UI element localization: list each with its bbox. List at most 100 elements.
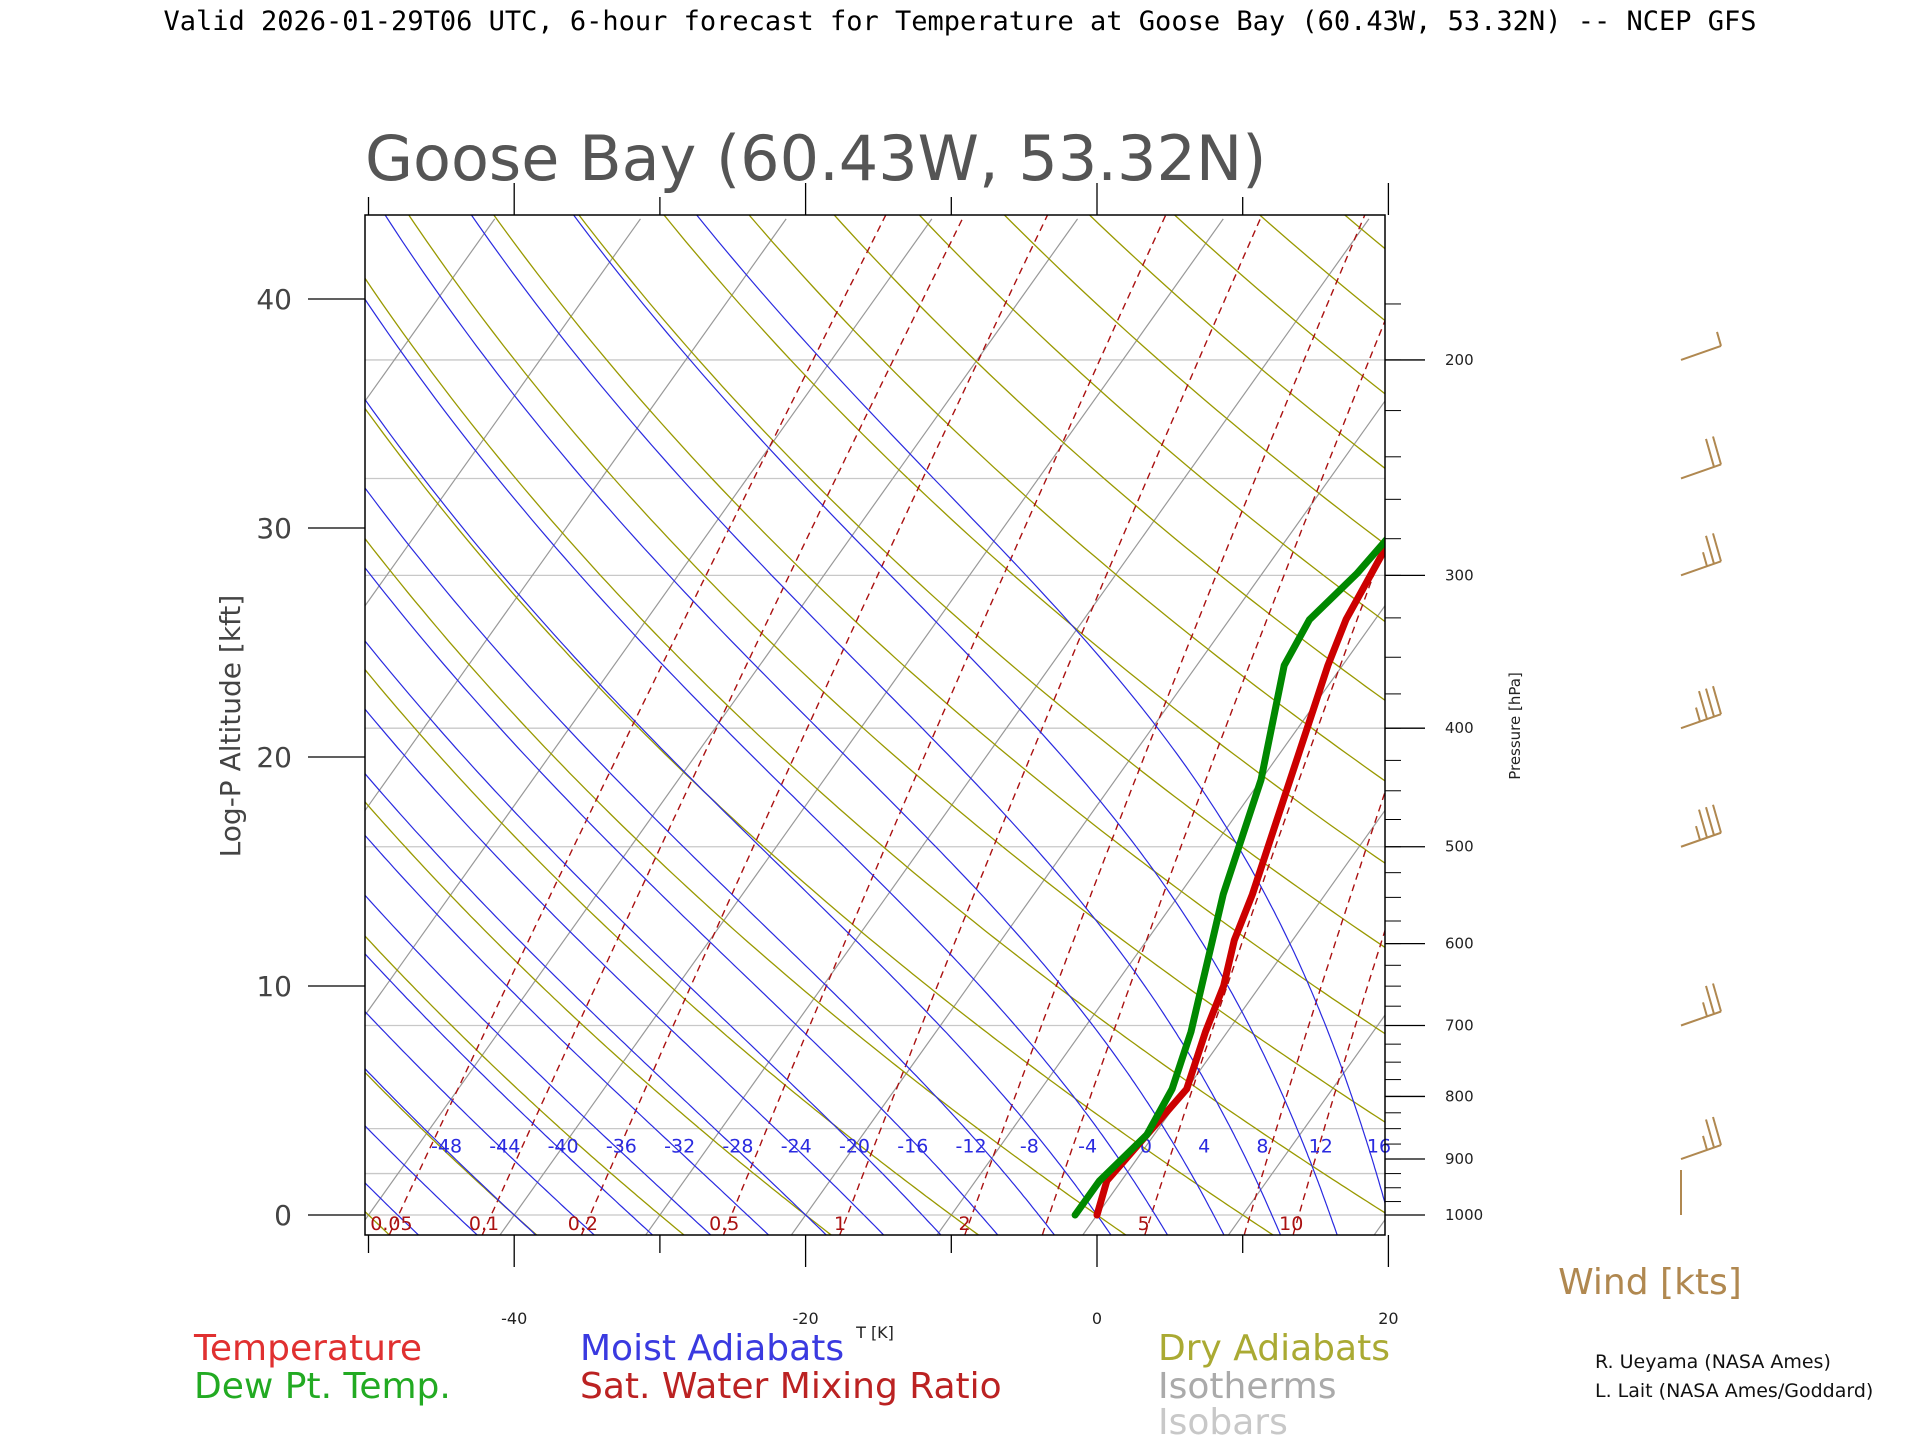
dry-adiabat-line [365, 537, 1127, 1235]
y-tick-label: 10 [256, 970, 292, 1003]
moist-adiabat-line [365, 398, 1112, 1235]
moist-adiabat-line [365, 772, 828, 1235]
moist-adiabat-label: -12 [956, 1135, 987, 1157]
pressure-tick-label: 800 [1445, 1087, 1474, 1105]
axes: 0102030401000900800700600500400300200-40… [256, 183, 1483, 1328]
mixing-ratio-line [838, 215, 1263, 1235]
wind-barb [1680, 1116, 1722, 1160]
pressure-tick-label: 900 [1445, 1150, 1474, 1168]
y-tick-label: 0 [274, 1199, 292, 1232]
moist-adiabat-line [365, 566, 999, 1235]
isotherm-line [0, 219, 58, 1243]
mixing-ratio-label: 10 [1279, 1213, 1303, 1235]
dry-adiabat-line [365, 1071, 538, 1235]
mixing-ratio-line [722, 215, 1167, 1235]
credit-line-2: L. Lait (NASA Ames/Goddard) [1595, 1380, 1873, 1402]
moist-adiabat-label: 4 [1198, 1135, 1210, 1157]
x-tick-label: 20 [1378, 1309, 1398, 1328]
moist-adiabat-line [470, 215, 1282, 1235]
isotherm-line [0, 219, 349, 1243]
wind-barb [1680, 804, 1722, 848]
y2-axis-label: Pressure [hPa] [1506, 672, 1524, 780]
moist-adiabat-line [384, 215, 1225, 1235]
dry-adiabat-line [365, 277, 1385, 1214]
mixing-ratio-line [388, 215, 887, 1235]
y-tick-label: 20 [256, 741, 292, 774]
isotherm-line [1660, 219, 1920, 1243]
isotherm-line [365, 218, 933, 1017]
isotherm-line [790, 399, 1385, 1235]
moist-adiabat-label: -24 [781, 1135, 812, 1157]
moist-adiabat-line [365, 708, 885, 1235]
legend-item: Moist Adiabats [580, 1328, 844, 1369]
moist-adiabat-line [365, 1124, 479, 1235]
moist-adiabat-label: -36 [606, 1135, 637, 1157]
isotherm-line [1515, 219, 1920, 1243]
isotherm-line [499, 218, 1224, 1235]
moist-adiabat-line [365, 1067, 537, 1235]
wind-barb [1680, 983, 1722, 1027]
sounding-profiles [1071, 535, 1385, 1219]
moist-adiabat-label: -32 [664, 1135, 695, 1157]
moist-adiabat-line [365, 953, 654, 1235]
dry-adiabat-line [365, 935, 686, 1235]
dry-adiabat-line [365, 668, 980, 1235]
isotherm-line [0, 219, 203, 1243]
moist-adiabat-label: -28 [722, 1135, 753, 1157]
moist-adiabat-line [695, 215, 1385, 1206]
isotherm-line [365, 218, 496, 403]
mixing-ratio-line [580, 215, 1049, 1235]
y-axis-label: Log-P Altitude [kft] [214, 595, 247, 858]
mixing-ratio-line [1243, 790, 1385, 1235]
dry-adiabat-line [918, 215, 1385, 623]
credit-line-1: R. Ueyama (NASA Ames) [1595, 1351, 1831, 1373]
mixing-ratio-line [1292, 928, 1385, 1235]
pressure-tick-label: 200 [1445, 351, 1474, 369]
dry-adiabat-line [493, 215, 1385, 1035]
wind-barb [1680, 685, 1722, 730]
x-tick-label: -40 [501, 1309, 527, 1328]
legend-item: Isobars [1158, 1402, 1288, 1440]
x-tick-label: 0 [1092, 1309, 1102, 1328]
moist-adiabat-label: 12 [1309, 1135, 1333, 1157]
moist-adiabat-line [365, 640, 942, 1235]
x-axis-label: T [K] [855, 1323, 894, 1342]
pressure-tick-label: 1000 [1445, 1206, 1483, 1224]
isotherm-line [365, 218, 787, 812]
isotherm-line [936, 604, 1385, 1235]
dry-adiabat-line [365, 800, 833, 1235]
dry-adiabat-line [748, 215, 1385, 782]
legend-item: Temperature [193, 1328, 422, 1369]
y-tick-label: 40 [256, 283, 292, 316]
mixing-ratio-line [964, 215, 1366, 1235]
y-tick-label: 30 [256, 512, 292, 545]
legend-item: Dew Pt. Temp. [194, 1366, 451, 1407]
moist-adiabat-label: -8 [1020, 1135, 1039, 1157]
plot-frame [364, 214, 1386, 1236]
legend-item: Dry Adiabats [1158, 1328, 1390, 1369]
wind-label: Wind [kts] [1558, 1262, 1742, 1303]
mixing-ratio-line [1449, 207, 1761, 1246]
temperature-profile [1093, 541, 1385, 1219]
mixing-ratio-label: 0.05 [370, 1213, 412, 1235]
dry-adiabat-line [578, 215, 1385, 949]
dry-adiabat-line [407, 215, 1385, 1123]
pressure-tick-label: 400 [1445, 719, 1474, 737]
legend-item: Sat. Water Mixing Ratio [580, 1366, 1002, 1407]
wind-barb [1680, 331, 1722, 361]
mixing-ratio-label: 0.5 [709, 1213, 739, 1235]
wind-barb [1680, 533, 1722, 577]
isotherm-line [644, 218, 1370, 1235]
moist-adiabat-label: -44 [489, 1135, 520, 1157]
x-tick-label: -20 [793, 1309, 819, 1328]
wind-barb [1680, 436, 1722, 480]
isotherm-line [365, 218, 641, 607]
pressure-tick-label: 600 [1445, 935, 1474, 953]
mixing-ratio-label: 0.2 [568, 1213, 598, 1235]
header-title: Valid 2026-01-29T06 UTC, 6-hour forecast… [163, 6, 1756, 37]
wind-barbs [1680, 331, 1722, 1215]
moist-adiabat-label: -40 [548, 1135, 579, 1157]
legend-item: Isotherms [1158, 1366, 1336, 1407]
